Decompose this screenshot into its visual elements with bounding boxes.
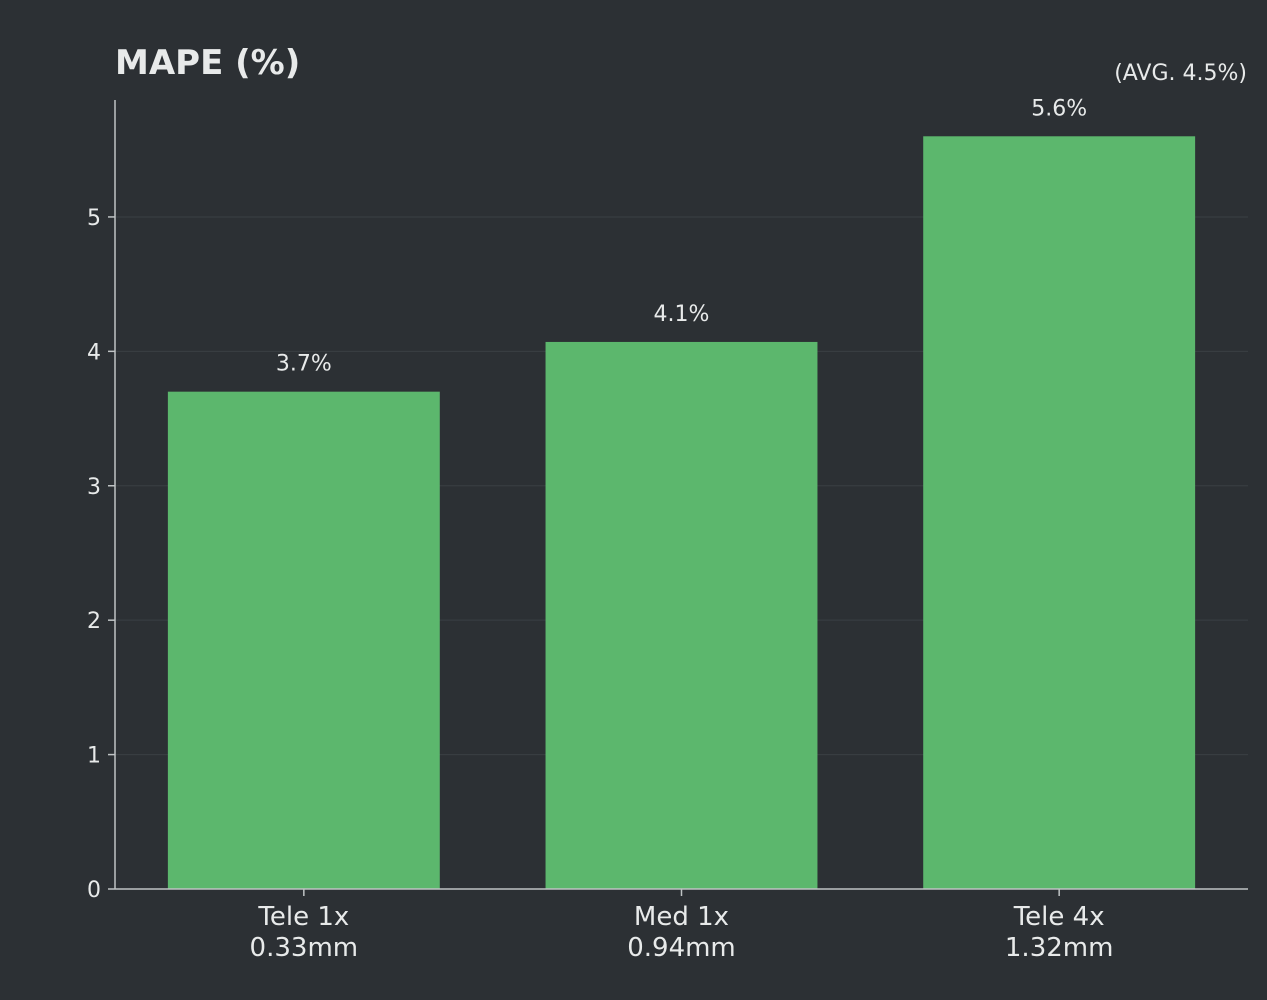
bar-value-label: 3.7% <box>276 352 332 377</box>
chart-title: MAPE (%) <box>115 43 300 83</box>
x-tick-label-sub: 0.33mm <box>250 933 359 963</box>
y-tick-label: 1 <box>87 744 101 769</box>
x-axis-ticks: Tele 1x0.33mm Med 1x0.94mm Tele 4x1.32mm <box>250 889 1114 963</box>
bar <box>167 391 440 889</box>
y-tick-label: 4 <box>87 340 101 365</box>
y-tick-label: 0 <box>87 878 101 903</box>
x-tick-label-sub: 1.32mm <box>1005 933 1114 963</box>
x-tick-label: Tele 4x <box>1013 902 1105 932</box>
y-tick-label: 3 <box>87 475 101 500</box>
x-tick-label: Med 1x <box>634 902 729 932</box>
x-tick-label: Tele 1x <box>257 902 349 932</box>
chart-subtitle: (AVG. 4.5%) <box>1114 61 1247 86</box>
x-tick-label-sub: 0.94mm <box>627 933 736 963</box>
bar <box>923 136 1196 889</box>
bar-value-label: 4.1% <box>654 302 710 327</box>
y-tick-label: 2 <box>87 609 101 634</box>
y-axis-ticks: 0 1 2 3 4 5 <box>87 206 115 903</box>
value-labels: 3.7% 4.1% 5.6% <box>276 96 1087 376</box>
bars <box>167 136 1196 889</box>
bar <box>545 341 818 889</box>
y-tick-label: 5 <box>87 206 101 231</box>
bar-value-label: 5.6% <box>1031 96 1087 121</box>
